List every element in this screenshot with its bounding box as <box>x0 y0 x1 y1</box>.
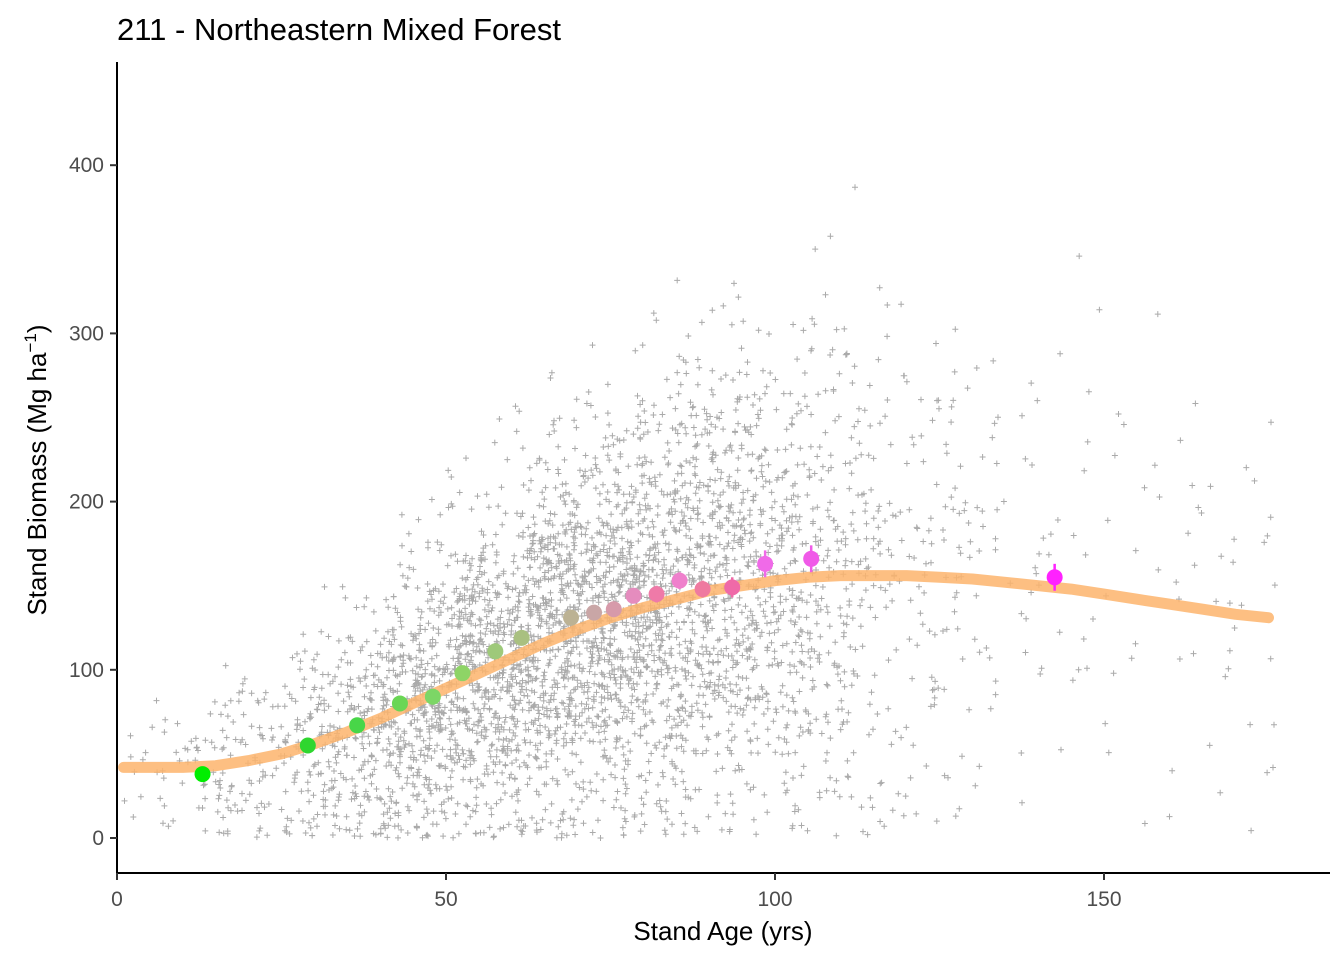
mean-marker <box>349 717 366 734</box>
mean-marker <box>1046 569 1063 586</box>
binned-mean-points <box>194 545 1063 783</box>
y-axis-title-close: ) <box>22 324 52 333</box>
chart-title: 211 - Northeastern Mixed Forest <box>117 12 561 47</box>
y-axis-title-main: Stand Biomass (Mg ha <box>22 352 52 616</box>
mean-point <box>194 766 211 783</box>
y-tick-label: 200 <box>69 491 104 514</box>
mean-marker <box>391 695 408 712</box>
mean-marker <box>513 629 530 646</box>
mean-marker <box>586 604 603 621</box>
mean-marker <box>724 579 741 596</box>
x-tick-label: 150 <box>1086 888 1121 911</box>
y-tick-label: 300 <box>69 322 104 345</box>
mean-marker <box>648 586 665 603</box>
mean-point <box>513 629 530 646</box>
mean-marker <box>487 643 504 660</box>
mean-point <box>454 665 471 682</box>
mean-marker <box>424 688 441 705</box>
mean-point <box>391 695 408 712</box>
x-tick-label: 0 <box>111 888 123 911</box>
raw-point-cloud <box>121 184 1278 841</box>
mean-point <box>349 717 366 734</box>
mean-point <box>563 609 580 626</box>
mean-marker <box>299 737 316 754</box>
y-tick-label: 0 <box>92 827 104 850</box>
mean-marker <box>671 572 688 589</box>
x-axis-ticks: 0 50 100 150 <box>111 873 1122 911</box>
mean-point <box>803 545 820 573</box>
mean-point <box>671 572 688 590</box>
x-tick-label: 100 <box>757 888 792 911</box>
mean-point <box>299 737 316 754</box>
mean-point <box>694 580 711 598</box>
mean-point <box>757 550 774 578</box>
mean-marker <box>194 766 211 783</box>
mean-point <box>586 604 603 621</box>
raw-plot-points <box>121 184 1278 841</box>
x-tick-label: 50 <box>434 888 457 911</box>
y-tick-label: 400 <box>69 154 104 177</box>
y-tick-label: 100 <box>69 659 104 682</box>
mean-point <box>424 688 441 705</box>
mean-marker <box>605 601 622 618</box>
mean-point <box>1046 563 1063 591</box>
mean-marker <box>563 609 580 626</box>
mean-marker <box>625 587 642 604</box>
y-axis-title: Stand Biomass (Mg ha−1) <box>21 324 52 615</box>
mean-point <box>648 585 665 603</box>
mean-marker <box>694 581 711 598</box>
mean-marker <box>757 555 774 572</box>
mean-marker <box>454 665 471 682</box>
mean-point <box>724 577 741 598</box>
x-axis-title: Stand Age (yrs) <box>633 916 812 946</box>
y-axis-title-superscript: −1 <box>21 333 40 352</box>
mean-point <box>487 643 504 660</box>
mean-point <box>625 587 642 604</box>
y-axis-ticks: 0 100 200 300 400 <box>69 154 117 850</box>
mean-point <box>605 601 622 618</box>
mean-marker <box>803 550 820 567</box>
